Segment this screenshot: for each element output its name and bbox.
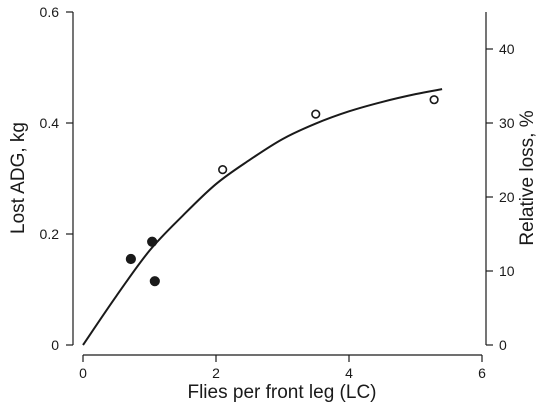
data-point-filled bbox=[147, 236, 158, 247]
y-axis-label-right: Relative loss, % bbox=[517, 110, 538, 245]
left-y-ticks: 0 0.2 0.4 0.6 bbox=[40, 4, 73, 353]
y-tick-label-left: 0 bbox=[51, 337, 59, 353]
y-tick-label-right: 40 bbox=[499, 41, 515, 57]
y-tick-label-left: 0.6 bbox=[40, 4, 60, 20]
y-tick-label-right: 30 bbox=[499, 115, 515, 131]
x-tick-label: 0 bbox=[79, 365, 87, 381]
y-tick-label-right: 20 bbox=[499, 189, 515, 205]
data-point-filled bbox=[125, 253, 136, 265]
y-axis-label-left: Lost ADG, kg bbox=[8, 122, 29, 234]
data-point-filled bbox=[149, 276, 160, 287]
x-tick-label: 6 bbox=[478, 365, 486, 381]
data-point-open bbox=[429, 95, 439, 105]
y-tick-label-left: 0.2 bbox=[40, 226, 60, 242]
data-point-open bbox=[311, 109, 321, 119]
y-tick-label-right: 10 bbox=[499, 263, 515, 279]
y-tick-label-left: 0.4 bbox=[40, 115, 60, 131]
x-tick-label: 4 bbox=[345, 365, 353, 381]
plot-area bbox=[72, 12, 487, 356]
right-y-ticks: 0 10 20 30 40 bbox=[486, 41, 515, 353]
data-point-open bbox=[218, 165, 228, 175]
x-tick-label: 2 bbox=[212, 365, 220, 381]
fit-curve bbox=[82, 88, 443, 346]
data-points bbox=[125, 95, 439, 287]
y-tick-label-right: 0 bbox=[499, 337, 507, 353]
x-ticks: 0 2 4 6 bbox=[79, 355, 486, 381]
x-axis-label: Flies per front leg (LC) bbox=[187, 382, 376, 403]
